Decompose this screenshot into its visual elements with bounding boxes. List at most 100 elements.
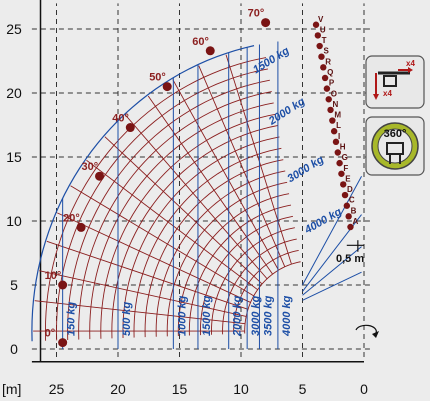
extension-point <box>332 138 340 146</box>
curved-load-label: 1500 kg <box>251 45 292 77</box>
angle-ray <box>198 65 286 267</box>
load-zone-label: 150 kg <box>66 301 78 336</box>
y-tick-label: 5 <box>10 277 18 293</box>
extension-arc <box>222 238 297 335</box>
curved-load-label: 4000 kg <box>302 206 344 237</box>
x-tick-label: 15 <box>172 381 188 397</box>
offset-annotation: 0,5 m <box>336 253 364 265</box>
angle-grid <box>33 54 292 332</box>
boom-angle-point <box>95 171 105 181</box>
extension-point <box>334 149 341 156</box>
load-zone-label: 1500 kg <box>201 295 213 336</box>
boom-angle-label: 50° <box>149 72 166 84</box>
y-tick-label: 10 <box>6 213 22 229</box>
axes: 25 20 15 10 5 0 0 5 10 15 20 25 [m] <box>2 0 371 397</box>
extension-letter: A <box>352 217 358 226</box>
angle-ray <box>125 114 268 280</box>
extension-arc <box>122 136 280 338</box>
boom-angle-point <box>261 18 271 28</box>
angle-ray <box>225 54 292 265</box>
y-tick-label: 0 <box>10 341 18 357</box>
angle-ray <box>46 240 249 310</box>
boom-angle-label: 40° <box>112 113 129 125</box>
x-tick-label: 5 <box>299 381 307 397</box>
boom-angle-label: 0° <box>45 328 56 340</box>
boom-angle-label: 60° <box>192 36 209 48</box>
extension-arc <box>144 159 284 338</box>
angle-ray <box>34 300 246 325</box>
extension-letter: S <box>323 47 329 56</box>
angle-ray <box>39 270 247 317</box>
x-tick-label: 0 <box>360 381 368 397</box>
extension-point <box>338 170 345 177</box>
extension-arc <box>188 204 292 336</box>
y-tick-label: 25 <box>6 21 22 37</box>
extension-letter: P <box>329 79 335 88</box>
extension-arc <box>233 249 299 334</box>
extension-point <box>347 223 354 231</box>
extension-point <box>323 85 331 92</box>
extension-arc <box>211 227 295 335</box>
load-zone-label: 3500 kg <box>262 295 274 336</box>
load-envelope <box>31 41 362 349</box>
extension-letter: V <box>318 15 324 24</box>
load-zone-label: 2000 kg <box>232 295 244 337</box>
extension-letter: R <box>325 57 331 66</box>
y-tick-label: 20 <box>6 85 22 101</box>
extension-letter: G <box>342 153 348 162</box>
x-tick-label: 20 <box>110 381 126 397</box>
outrigger-x4-bottom: x4 <box>383 89 392 98</box>
angle-ray <box>172 79 279 271</box>
load-zone-label: 1000 kg <box>176 295 188 336</box>
outer-envelope <box>31 45 255 342</box>
load-boundary <box>302 246 362 296</box>
curved-load-label: 2000 kg <box>266 95 307 128</box>
extension-point <box>345 213 352 220</box>
boom-angle-label: 10° <box>45 270 62 282</box>
extension-arc <box>177 193 290 336</box>
extension-arc <box>100 113 276 339</box>
extension-letter: M <box>334 111 341 120</box>
boom-angle-label: 30° <box>82 161 99 173</box>
extension-letter: B <box>351 206 357 215</box>
boom-angle-label: 70° <box>248 8 265 20</box>
angle-ray <box>147 95 273 275</box>
rotation-360-label: 360° <box>384 128 407 140</box>
extension-letter: E <box>345 174 351 183</box>
rotation-360-icon: 360° <box>365 116 425 176</box>
extension-arc <box>89 102 274 340</box>
extension-point <box>327 106 334 114</box>
extension-point <box>325 96 332 103</box>
extension-point <box>321 74 329 82</box>
extension-arc <box>199 215 293 336</box>
extension-point <box>318 53 325 60</box>
extension-arc <box>44 57 267 341</box>
rotation-arrow-icon <box>355 324 379 338</box>
extension-letter: N <box>333 100 339 109</box>
extension-arc <box>67 79 270 340</box>
extension-point <box>320 64 327 71</box>
extension-letter: F <box>343 164 348 173</box>
boom-angle-point <box>76 222 86 232</box>
load-boundary <box>302 271 362 301</box>
extension-letter: T <box>322 36 327 45</box>
angle-ray <box>104 136 263 285</box>
extension-arc <box>155 170 286 337</box>
extension-point <box>329 117 336 124</box>
extension-point <box>340 181 347 188</box>
boom-angle-point <box>125 123 135 133</box>
extension-letter: L <box>336 121 341 130</box>
extension-letter: I <box>338 132 340 141</box>
extension-point <box>341 191 349 199</box>
extension-point <box>314 32 322 39</box>
load-zone-label: 4000 kg <box>281 295 293 337</box>
extension-point <box>312 21 320 28</box>
boom-angle-point <box>162 82 172 92</box>
y-tick-label: 15 <box>6 149 22 165</box>
x-tick-label: 25 <box>49 381 65 397</box>
extension-letter: Q <box>327 68 333 77</box>
extension-point <box>343 202 351 209</box>
load-boundary <box>302 175 362 286</box>
extension-point <box>336 159 343 167</box>
